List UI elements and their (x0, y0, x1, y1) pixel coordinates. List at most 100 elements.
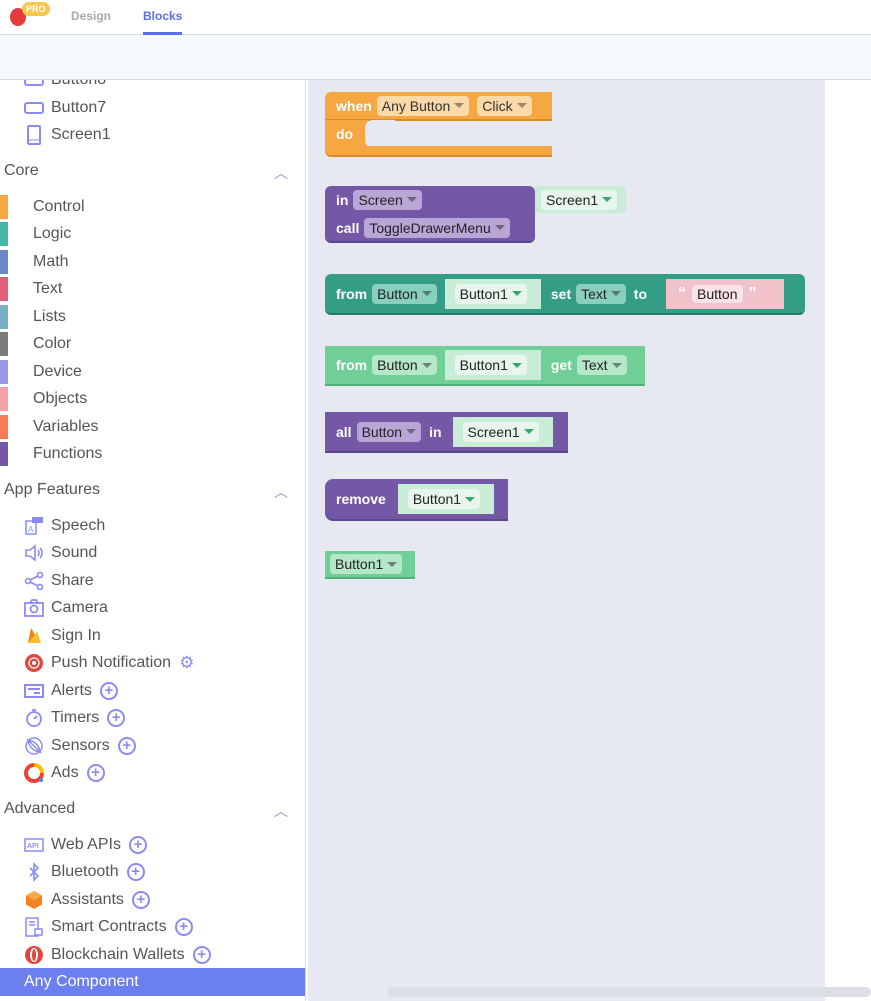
text-value-field[interactable]: Button (692, 284, 743, 303)
sidebar-item-smart-contracts[interactable]: Smart Contracts + (0, 913, 305, 941)
add-icon[interactable]: + (107, 709, 126, 727)
sidebar-item-objects[interactable]: Objects (0, 385, 305, 413)
sidebar-item-share[interactable]: Share (0, 567, 305, 595)
section-header-advanced[interactable]: Advanced ︿ (0, 787, 305, 831)
target-dropdown[interactable]: Button1 (407, 489, 481, 509)
sidebar-item-any-component[interactable]: Any Component (0, 968, 305, 996)
sidebar-item-label: Timers (51, 709, 100, 726)
contract-icon (24, 917, 44, 937)
component-dropdown[interactable]: Button (356, 421, 422, 442)
sidebar-item-push-notification[interactable]: Push Notification ⚙ (0, 649, 305, 677)
api-icon: API (24, 835, 44, 855)
sidebar-item-logic[interactable]: Logic (0, 220, 305, 248)
bluetooth-icon (24, 862, 44, 882)
category-color-swatch (0, 414, 8, 439)
component-block-button1[interactable]: Button1 (325, 551, 415, 579)
sidebar-item-variables[interactable]: Variables (0, 413, 305, 441)
section-title: Advanced (4, 799, 76, 817)
set-label: set (550, 285, 572, 302)
add-icon[interactable]: + (131, 890, 150, 909)
section-header-app-features[interactable]: App Features ︿ (0, 468, 305, 512)
push-icon (24, 653, 44, 673)
property-dropdown[interactable]: Text (576, 283, 626, 304)
component-dropdown[interactable]: Button (372, 355, 437, 375)
sidebar-item-label: Sensors (51, 736, 110, 754)
sidebar-item-label: Web APIs (51, 835, 121, 853)
sidebar-item-bluetooth[interactable]: Bluetooth + (0, 858, 305, 886)
sidebar-item-blockchain-wallets[interactable]: Blockchain Wallets + (0, 941, 305, 969)
sidebar-item-timers[interactable]: Timers + (0, 704, 305, 732)
add-icon[interactable]: + (99, 681, 118, 700)
add-icon[interactable]: + (192, 945, 211, 964)
chevron-up-icon[interactable]: ︿ (274, 483, 288, 500)
add-icon[interactable]: + (126, 863, 145, 881)
category-color-swatch (0, 249, 8, 274)
sidebar-item-label: Push Notification (51, 654, 172, 671)
sidebar-item-control[interactable]: Control (0, 193, 305, 221)
target-dropdown[interactable]: Screen1 (462, 421, 539, 442)
add-icon[interactable]: + (117, 736, 136, 755)
sidebar-item-web-apis[interactable]: API Web APIs + (0, 831, 305, 859)
sidebar-item-color[interactable]: Color (0, 330, 305, 358)
open-quote: “ (678, 284, 687, 302)
tab-blocks[interactable]: Blocks (143, 9, 183, 35)
target-dropdown[interactable]: Button1 (330, 554, 403, 574)
component-dropdown[interactable]: Screen (353, 189, 422, 210)
sidebar-item-sign-in[interactable]: Sign In (0, 622, 305, 650)
sidebar-item-button8[interactable]: Button8 (0, 80, 305, 94)
sidebar-item-functions[interactable]: Functions (0, 440, 305, 468)
all-components-block[interactable]: all Button in Screen1 (325, 412, 568, 453)
sidebar-item-label: Camera (51, 599, 108, 616)
sidebar-item-label: Ads (51, 764, 79, 781)
top-bar: PRO Design Blocks (0, 0, 871, 35)
sidebar-item-ads[interactable]: Ads + (0, 759, 305, 787)
category-color-swatch (0, 304, 8, 329)
sidebar-item-device[interactable]: Device (0, 358, 305, 386)
property-dropdown[interactable]: Text (576, 355, 627, 375)
svg-text:API: API (27, 843, 39, 850)
sidebar-item-label: Button8 (51, 80, 106, 89)
target-dropdown[interactable]: Screen1 (541, 189, 618, 210)
gear-icon[interactable]: ⚙ (179, 653, 195, 672)
remove-block[interactable]: remove Button1 (325, 479, 508, 521)
chevron-up-icon[interactable]: ︿ (274, 164, 288, 181)
sidebar-item-screen1[interactable]: Screen1 (0, 121, 305, 149)
add-icon[interactable]: + (86, 764, 105, 782)
getter-block-button-text[interactable]: from Button Button1 get Text (325, 346, 645, 386)
chevron-up-icon[interactable]: ︿ (274, 802, 288, 819)
add-icon[interactable]: + (174, 918, 193, 936)
sensor-icon (24, 736, 44, 756)
sidebar-item-alerts[interactable]: Alerts + (0, 677, 305, 705)
sidebar-item-label: Math (33, 252, 69, 270)
method-dropdown[interactable]: ToggleDrawerMenu (364, 217, 510, 238)
component-dropdown[interactable]: Button (372, 283, 437, 304)
get-label: get (550, 357, 572, 373)
sidebar-item-label: Text (33, 280, 63, 297)
event-dropdown[interactable]: Click (477, 95, 532, 116)
sidebar-item-sound[interactable]: Sound (0, 539, 305, 567)
setter-block-button-text[interactable]: from Button Button1 set Text to “ Button… (325, 274, 805, 315)
category-color-swatch (0, 442, 8, 467)
sidebar-item-math[interactable]: Math (0, 248, 305, 276)
sidebar-item-lists[interactable]: Lists (0, 303, 305, 331)
target-dropdown[interactable]: Button1 (454, 355, 527, 375)
sidebar-item-button7[interactable]: Button7 (0, 94, 305, 122)
sidebar-item-sensors[interactable]: Sensors + (0, 732, 305, 760)
component-dropdown[interactable]: Any Button (376, 95, 470, 116)
cube-icon (24, 890, 44, 910)
camera-icon (24, 598, 44, 618)
sidebar-item-label: Lists (33, 307, 66, 325)
sidebar-item-text[interactable]: Text (0, 275, 305, 303)
target-dropdown[interactable]: Button1 (454, 283, 527, 304)
sidebar-item-label: Assistants (51, 890, 124, 908)
sidebar-item-label: Functions (33, 445, 103, 462)
section-header-core[interactable]: Core ︿ (0, 149, 305, 193)
sidebar-item-camera[interactable]: Camera (0, 594, 305, 622)
alert-icon (24, 681, 44, 701)
horizontal-scrollbar[interactable] (387, 987, 871, 997)
tab-design[interactable]: Design (71, 9, 112, 23)
sidebar-item-speech[interactable]: A Speech (0, 512, 305, 540)
add-icon[interactable]: + (128, 835, 147, 854)
sidebar-item-assistants[interactable]: Assistants + (0, 886, 305, 914)
section-title: Core (4, 161, 39, 179)
